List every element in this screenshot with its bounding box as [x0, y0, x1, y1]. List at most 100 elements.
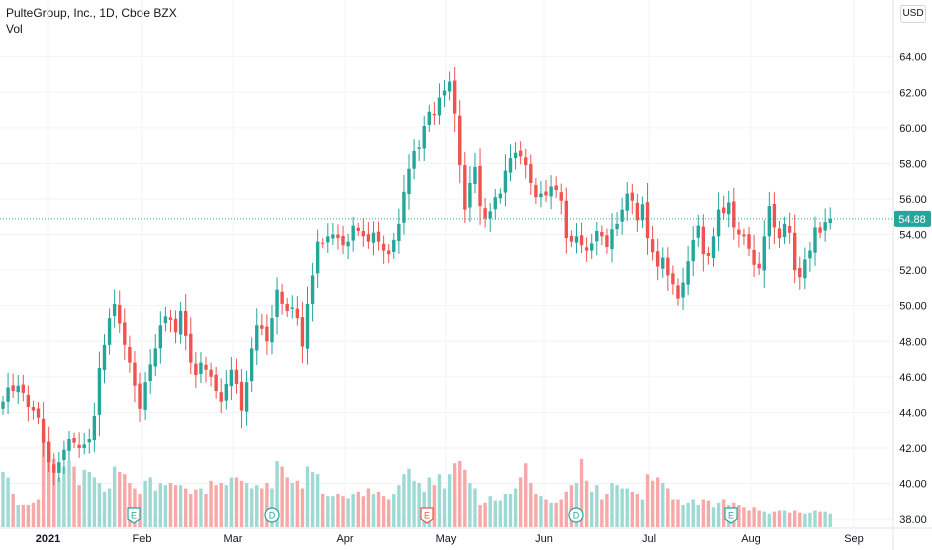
volume-bar [625, 488, 629, 527]
candle-body [549, 186, 553, 197]
volume-bar [184, 488, 188, 527]
candle-body [123, 322, 127, 345]
event-letter: D [573, 511, 580, 521]
candle-body [397, 223, 401, 241]
candle-body [97, 367, 102, 415]
currency-button[interactable]: USD [900, 5, 926, 23]
volume-bar [26, 505, 31, 527]
candle-body [336, 234, 340, 239]
volume-bar [650, 480, 655, 527]
candle-body [72, 438, 76, 443]
event-letter: E [728, 511, 734, 521]
volume-bar [57, 477, 61, 527]
volume-bar [92, 477, 97, 527]
candle-body [727, 202, 731, 215]
volume-bar [498, 500, 503, 527]
volume-bar [554, 502, 558, 527]
candle-body [412, 150, 416, 169]
candle-body [300, 317, 305, 347]
volume-bar [595, 485, 599, 527]
volume-bar [6, 477, 10, 527]
volume-bar [77, 485, 81, 527]
volume-bar [214, 485, 218, 527]
volume-bar [721, 499, 726, 527]
time-tick-label: 2021 [36, 533, 60, 545]
candle-body [315, 241, 320, 274]
candle-body [686, 261, 690, 285]
time-tick-label: Mar [224, 533, 243, 545]
volume-bar [87, 472, 91, 527]
event-letter: E [424, 511, 430, 521]
candle-body [661, 257, 665, 269]
candle-body [133, 362, 137, 386]
volume-bar [295, 480, 300, 527]
volume-bar [493, 500, 497, 527]
time-tick-label: Apr [336, 533, 353, 545]
candle-body [777, 228, 782, 239]
volume-bar [351, 494, 355, 527]
volume-bar [178, 485, 183, 527]
volume-bar [569, 485, 574, 527]
volume-bar [803, 513, 807, 527]
price-tick-label: 48.00 [899, 336, 927, 348]
candle-body [173, 318, 178, 333]
candle-body [143, 382, 147, 410]
volume-bar [305, 466, 310, 527]
candle-body [351, 225, 355, 241]
volume-bar [544, 499, 548, 527]
candle-body [737, 229, 741, 235]
candle-body [721, 207, 726, 214]
earnings-marker: E [724, 507, 738, 524]
volume-bar [239, 480, 244, 527]
volume-bar [757, 510, 761, 527]
candle-body [255, 325, 259, 351]
volume-bar [605, 494, 609, 527]
candle-body [650, 239, 655, 253]
candle-body [437, 97, 442, 116]
price-tick-label: 46.00 [899, 372, 927, 384]
volume-bar [275, 461, 279, 527]
volume-bar [478, 505, 482, 527]
volume-bar [46, 444, 51, 527]
volume-bar [447, 474, 452, 527]
price-axis[interactable]: 38.00 40.00 42.00 44.00 46.00 48.00 50.00 52.00… [899, 52, 927, 526]
volume-bar [711, 507, 716, 527]
volume-bar [31, 502, 36, 527]
candle-body [16, 385, 20, 393]
candle-body [625, 193, 629, 211]
candle-body [219, 392, 223, 402]
volume-bar [128, 483, 132, 527]
candle-body [579, 235, 584, 246]
candle-body [41, 418, 46, 443]
candle-body [427, 111, 431, 125]
price-tick-label: 62.00 [899, 87, 927, 99]
candle-body [407, 168, 411, 194]
candles [1, 66, 832, 486]
candle-body [275, 289, 279, 318]
candle-body [828, 218, 832, 224]
volume-bar [107, 488, 112, 527]
candle-body [559, 192, 563, 201]
volume-bar [158, 483, 163, 527]
candle-body [138, 383, 142, 409]
volume-bar [244, 483, 249, 527]
candle-body [148, 364, 152, 382]
candle-body [691, 239, 695, 262]
volume-bar [143, 480, 147, 527]
price-tick-label: 50.00 [899, 301, 927, 313]
volume-bar [676, 499, 680, 527]
volume-bar [671, 499, 675, 527]
time-axis[interactable]: 2021 Feb Mar Apr May Jun Jul Aug Sep [36, 533, 864, 545]
dividend-circle [264, 507, 280, 523]
volume-bar [645, 474, 650, 527]
time-tick-label: Aug [741, 533, 761, 545]
candle-body [244, 382, 249, 412]
volume-bar [772, 511, 777, 527]
volume-bar [747, 510, 751, 527]
earnings-shield [724, 507, 738, 524]
volume-bar [620, 488, 624, 527]
candle-body [36, 408, 41, 418]
last-price-line: 54.88 [0, 210, 931, 227]
price-tick-label: 52.00 [899, 265, 927, 277]
